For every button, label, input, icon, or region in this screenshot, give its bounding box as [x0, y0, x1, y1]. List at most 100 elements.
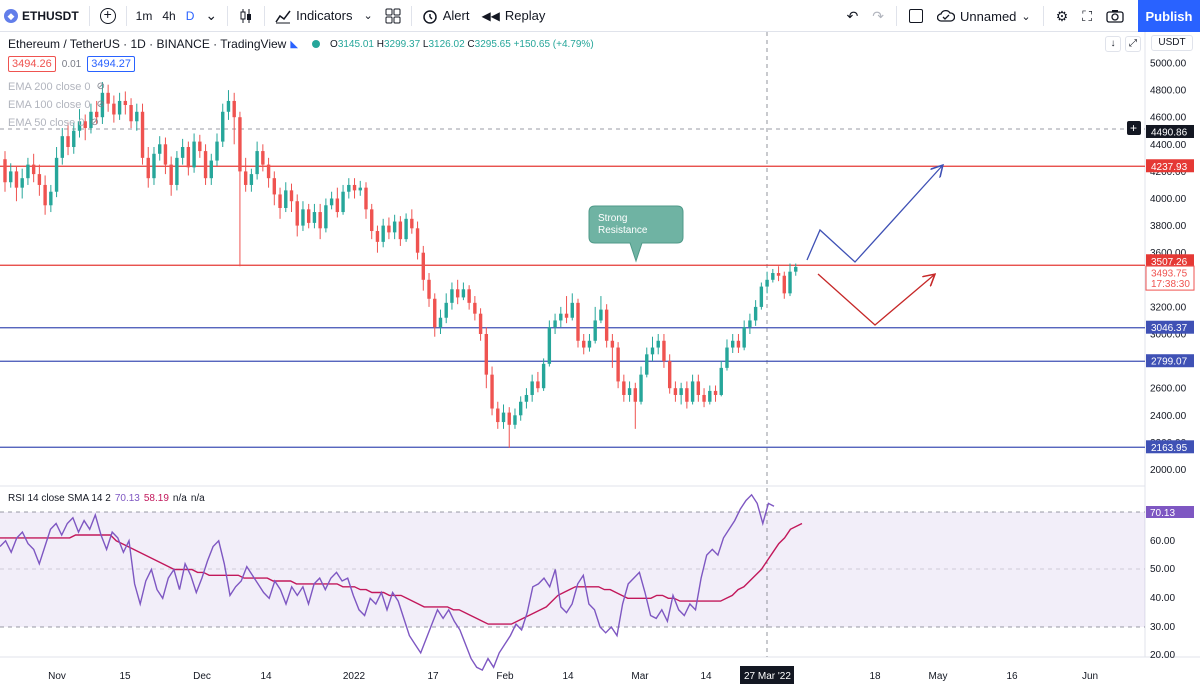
buy-button[interactable]: 3494.27 [87, 56, 135, 72]
candle-body [731, 340, 735, 348]
candle-body [433, 298, 437, 328]
horizontal-level-lines[interactable] [0, 165, 1145, 448]
candle-body [375, 231, 380, 242]
candle-body [478, 313, 483, 334]
crosshair-add-button[interactable]: + [1127, 121, 1141, 135]
time-tick-label: 2022 [343, 671, 366, 682]
candle-body [696, 381, 701, 395]
fullscreen-icon[interactable]: ⛶ [1082, 7, 1092, 24]
replay-button[interactable]: ◀◀ Replay [475, 0, 551, 32]
interval-1m-button[interactable]: 1m [135, 8, 153, 23]
compare-symbol-button[interactable]: + [94, 0, 122, 32]
time-tick-label: 15 [119, 671, 131, 682]
price-badge-text: 2799.07 [1151, 357, 1188, 368]
candle-body [352, 184, 357, 191]
price-tick-label: 4400.00 [1150, 140, 1187, 151]
candle-body [318, 212, 322, 229]
candle-body [673, 388, 678, 395]
eye-off-icon[interactable]: ⊘ [90, 117, 99, 128]
price-tick-label: 2000.00 [1150, 465, 1187, 476]
callout-text-line1: Strong [598, 213, 627, 224]
candle-body [261, 151, 265, 165]
rsi-line [0, 493, 775, 672]
bullish-projection-arrow[interactable] [806, 166, 942, 263]
arrow-down-icon[interactable]: ↓ [1105, 36, 1121, 52]
eye-off-icon[interactable]: ⊘ [96, 99, 105, 110]
sell-button[interactable]: 3494.26 [8, 56, 56, 72]
candle-body [37, 174, 42, 185]
price-badge-text: 3493.75 [1151, 269, 1188, 280]
candle-body [66, 136, 70, 148]
chevron-down-icon: ⌄ [363, 10, 373, 22]
currency-selector[interactable]: USDT [1151, 35, 1193, 51]
candle-body [112, 103, 116, 115]
rsi-legend[interactable]: RSI 14 close SMA 14 2 70.13 58.19 n/a n/… [8, 493, 205, 504]
settings-gear-icon[interactable]: ⚙ [1055, 7, 1069, 24]
candle-body [610, 340, 615, 348]
interval-d-button[interactable]: D [185, 8, 195, 23]
rsi-axis[interactable]: 70.00 60.00 50.00 40.00 30.00 20.00 [1150, 507, 1175, 661]
candle-body [547, 327, 552, 364]
rsi-value-badge-text: 70.13 [1150, 508, 1175, 519]
eye-off-icon[interactable]: ⊘ [96, 81, 105, 92]
candle-body [100, 92, 105, 118]
rewind-icon: ◀◀ [481, 8, 500, 23]
publish-button[interactable]: Publish [1138, 0, 1200, 32]
maximize-icon[interactable]: ⤢ [1125, 36, 1141, 52]
time-tick-label: 14 [260, 671, 272, 682]
rsi-tick-40: 40.00 [1150, 593, 1175, 604]
price-badge-text: 4237.93 [1151, 162, 1188, 173]
candle-body [392, 221, 397, 233]
strong-resistance-callout[interactable]: Strong Resistance [588, 205, 684, 263]
pullback-projection-arrow[interactable] [817, 274, 934, 326]
candle-body [501, 412, 506, 423]
candle-body [192, 141, 196, 168]
interval-4h-button[interactable]: 4h [162, 8, 176, 23]
market-status-dot [312, 40, 321, 48]
price-tick-label: 4200.00 [1150, 167, 1187, 178]
candle-body [175, 157, 179, 185]
snapshot-button[interactable] [1100, 0, 1130, 32]
templates-button[interactable] [379, 0, 407, 32]
price-tick-label: 4800.00 [1150, 86, 1187, 97]
candle-body [421, 252, 425, 280]
layout-name: Unnamed [960, 8, 1017, 24]
ema-100-legend[interactable]: EMA 100 close 0 ⊘ [8, 99, 105, 111]
grid-templates-icon [385, 8, 401, 23]
redo-icon[interactable]: ↷ [872, 7, 885, 24]
alert-button[interactable]: Alert [416, 0, 476, 32]
indicators-button[interactable]: Indicators ⌄ [269, 0, 379, 32]
symbol-search-button[interactable]: ◆ ETHUSDT [0, 0, 85, 32]
indicators-icon [275, 10, 291, 23]
ema-100-label: EMA 100 close 0 [8, 99, 91, 111]
chart-type-button[interactable] [232, 0, 260, 32]
time-tick-label: Dec [193, 671, 211, 682]
fullscreen-square-button[interactable] [903, 0, 929, 32]
candle-body [582, 340, 586, 348]
toolbar-divider [125, 5, 127, 26]
chart-legend[interactable]: Ethereum / TetherUS · 1D · BINANCE · Tra… [8, 37, 594, 51]
interval-dropdown-chevron-icon[interactable]: ⌄ [205, 7, 218, 23]
rsi-value-badge [1146, 506, 1194, 518]
toolbar-divider [1042, 6, 1044, 26]
candle-body [26, 164, 30, 179]
candle-body [536, 381, 540, 389]
chart-canvas[interactable]: Strong Resistance 2000.002200.002400.002… [0, 32, 1200, 688]
candle-body [530, 381, 534, 395]
price-badge-crosshair [1146, 124, 1194, 138]
ema-200-legend[interactable]: EMA 200 close 0 ⊘ [8, 81, 105, 93]
toolbar-divider [227, 5, 229, 26]
time-axis[interactable]: Nov 15 Dec 14 2022 17 Feb 14 Mar 14 18 May 16 Jun [48, 671, 1098, 682]
ema-50-legend[interactable]: EMA 50 close 0 ⊘ [8, 117, 99, 129]
candle-body [284, 190, 288, 208]
candle-body [329, 198, 334, 206]
square-icon [909, 9, 924, 23]
candle-body [771, 273, 775, 280]
candle-body [719, 367, 723, 395]
undo-icon[interactable]: ↶ [846, 7, 859, 24]
candle-body [60, 136, 64, 158]
price-tick-label: 4600.00 [1150, 113, 1187, 124]
candle-body [272, 178, 277, 195]
candle-body [106, 92, 110, 104]
layout-button[interactable]: Unnamed ⌄ [931, 0, 1037, 32]
